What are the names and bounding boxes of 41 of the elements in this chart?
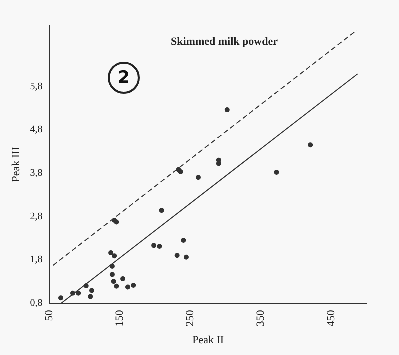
y-tick-label: 4,8 [30,124,43,136]
y-tick-label: 0,8 [30,298,43,309]
point [178,170,184,175]
point [90,288,95,294]
point [111,279,116,284]
x-tick-label: 350 [255,310,268,327]
y-tick-label: 2,8 [30,211,43,222]
point [112,254,118,259]
point [174,253,180,258]
point [157,244,162,250]
text: Skimmed milk powder [170,36,279,48]
point [110,264,115,269]
point [120,276,126,282]
point [131,283,136,288]
y-tick-label: 1,8 [30,254,43,266]
point [274,170,280,175]
y-tick-label: 3,8 [30,168,43,179]
point [58,296,64,301]
point [308,142,314,148]
point [224,108,230,113]
point [70,290,76,296]
point [152,243,157,248]
point [159,208,164,214]
point [110,272,115,278]
point [125,284,130,290]
y-axis-title: Peak III [10,146,22,182]
x-tick-label: 250 [184,310,197,327]
point [181,238,186,243]
annotation: 2 [108,62,140,94]
point [84,283,89,288]
x-tick-label: 450 [326,310,338,327]
point [184,254,189,260]
x-tick-label: 50 [44,310,56,322]
x-axis-title: Peak II [192,334,224,346]
y-tick-label: 5,8 [30,81,43,92]
x-tick-label: 150 [114,310,126,327]
point [88,294,94,300]
point [108,250,114,256]
point [196,175,201,180]
point [114,284,120,289]
point [76,290,82,296]
